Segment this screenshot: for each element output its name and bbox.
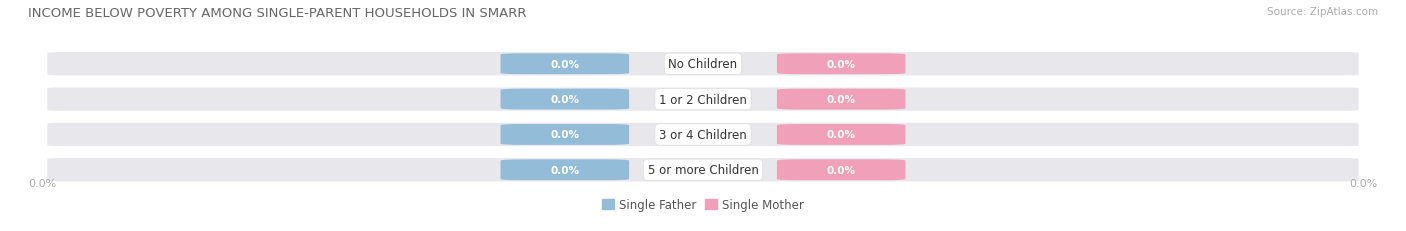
Text: 0.0%: 0.0% xyxy=(550,95,579,105)
FancyBboxPatch shape xyxy=(778,89,905,110)
FancyBboxPatch shape xyxy=(778,54,905,75)
Text: 0.0%: 0.0% xyxy=(28,178,56,188)
Text: 0.0%: 0.0% xyxy=(827,130,856,140)
FancyBboxPatch shape xyxy=(501,125,628,145)
Text: 5 or more Children: 5 or more Children xyxy=(648,164,758,176)
Text: 0.0%: 0.0% xyxy=(1350,178,1378,188)
Text: 3 or 4 Children: 3 or 4 Children xyxy=(659,128,747,141)
FancyBboxPatch shape xyxy=(778,125,905,145)
FancyBboxPatch shape xyxy=(48,123,1358,146)
Text: 1 or 2 Children: 1 or 2 Children xyxy=(659,93,747,106)
FancyBboxPatch shape xyxy=(501,160,628,180)
Text: Source: ZipAtlas.com: Source: ZipAtlas.com xyxy=(1267,7,1378,17)
Text: 0.0%: 0.0% xyxy=(550,59,579,70)
Text: 0.0%: 0.0% xyxy=(827,165,856,175)
FancyBboxPatch shape xyxy=(501,89,628,110)
Text: INCOME BELOW POVERTY AMONG SINGLE-PARENT HOUSEHOLDS IN SMARR: INCOME BELOW POVERTY AMONG SINGLE-PARENT… xyxy=(28,7,527,20)
FancyBboxPatch shape xyxy=(48,53,1358,76)
FancyBboxPatch shape xyxy=(48,158,1358,182)
Text: 0.0%: 0.0% xyxy=(550,165,579,175)
FancyBboxPatch shape xyxy=(501,54,628,75)
Text: 0.0%: 0.0% xyxy=(550,130,579,140)
Text: 0.0%: 0.0% xyxy=(827,59,856,70)
FancyBboxPatch shape xyxy=(778,160,905,180)
Text: 0.0%: 0.0% xyxy=(827,95,856,105)
Text: No Children: No Children xyxy=(668,58,738,71)
Legend: Single Father, Single Mother: Single Father, Single Mother xyxy=(598,194,808,216)
FancyBboxPatch shape xyxy=(48,88,1358,111)
